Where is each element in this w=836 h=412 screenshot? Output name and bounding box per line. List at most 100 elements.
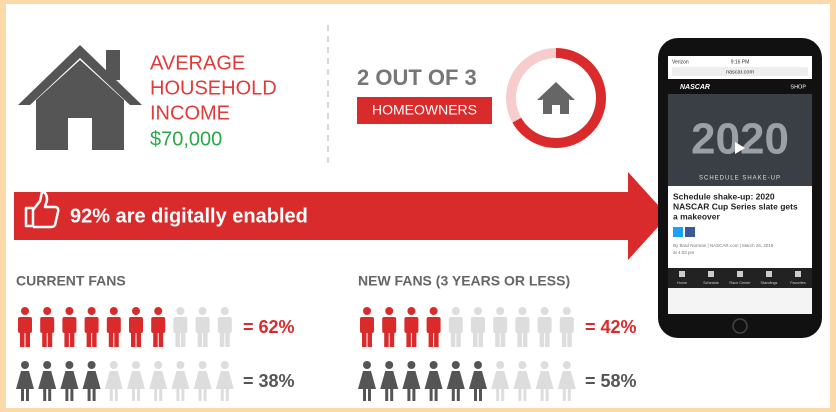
leg bbox=[496, 388, 499, 401]
hero-text: 2020 bbox=[691, 115, 789, 164]
body bbox=[18, 317, 32, 333]
leg bbox=[221, 388, 224, 401]
headline: a makeover bbox=[673, 211, 720, 221]
leg bbox=[568, 388, 571, 401]
browser-toolbar bbox=[668, 288, 812, 314]
income-label: AVERAGE bbox=[150, 52, 245, 74]
leg bbox=[48, 331, 53, 347]
head bbox=[88, 307, 96, 315]
body bbox=[62, 317, 76, 333]
head bbox=[65, 361, 73, 369]
head bbox=[110, 307, 118, 315]
leg bbox=[203, 331, 208, 347]
leg bbox=[26, 388, 29, 401]
body bbox=[151, 317, 165, 333]
leg bbox=[181, 331, 186, 347]
income-label: HOUSEHOLD bbox=[150, 77, 277, 99]
section-title: NEW FANS (3 YEARS OR LESS) bbox=[358, 273, 570, 289]
leg bbox=[545, 331, 550, 347]
leg bbox=[390, 388, 393, 401]
percent-label: = 38% bbox=[243, 371, 295, 391]
nav-label: Schedule bbox=[703, 281, 719, 285]
leg bbox=[115, 388, 118, 401]
leg bbox=[154, 388, 157, 401]
leg bbox=[384, 331, 389, 347]
leg bbox=[501, 388, 504, 401]
leg bbox=[159, 331, 164, 347]
infographic: AVERAGE HOUSEHOLD INCOME $70,000 2 OUT O… bbox=[0, 0, 836, 412]
head bbox=[452, 361, 460, 369]
homeowner-ratio: 2 OUT OF 3 bbox=[357, 65, 477, 90]
percent-label: = 42% bbox=[585, 317, 637, 337]
head bbox=[21, 361, 29, 369]
leg bbox=[452, 388, 455, 401]
leg bbox=[181, 388, 184, 401]
head bbox=[21, 307, 29, 315]
leg bbox=[220, 331, 225, 347]
url: nascar.com bbox=[726, 69, 755, 75]
head bbox=[132, 307, 140, 315]
head bbox=[363, 307, 371, 315]
leg bbox=[518, 388, 521, 401]
head bbox=[176, 361, 184, 369]
leg bbox=[434, 331, 439, 347]
body bbox=[173, 317, 187, 333]
body bbox=[40, 317, 54, 333]
leg bbox=[407, 388, 410, 401]
body bbox=[471, 317, 485, 333]
head bbox=[474, 307, 482, 315]
head bbox=[43, 361, 51, 369]
body bbox=[404, 317, 418, 333]
head bbox=[221, 361, 229, 369]
body bbox=[196, 317, 210, 333]
status-text: Verizon bbox=[672, 59, 689, 65]
leg bbox=[501, 331, 506, 347]
leg bbox=[93, 388, 96, 401]
leg bbox=[132, 388, 135, 401]
facebook-icon bbox=[685, 227, 695, 237]
head bbox=[363, 361, 371, 369]
head bbox=[176, 307, 184, 315]
leg bbox=[562, 331, 567, 347]
leg bbox=[26, 331, 31, 347]
leg bbox=[48, 388, 51, 401]
leg bbox=[435, 388, 438, 401]
twitter-icon bbox=[673, 227, 683, 237]
body bbox=[360, 317, 374, 333]
leg bbox=[70, 331, 75, 347]
body bbox=[107, 317, 121, 333]
nav-icon bbox=[766, 271, 772, 277]
headline: NASCAR Cup Series slate gets bbox=[673, 201, 798, 211]
nav-icon bbox=[708, 271, 714, 277]
leg bbox=[199, 388, 202, 401]
nav-icon bbox=[737, 271, 743, 277]
leg bbox=[198, 331, 203, 347]
head bbox=[407, 361, 415, 369]
leg bbox=[368, 331, 373, 347]
leg bbox=[362, 331, 367, 347]
leg bbox=[368, 388, 371, 401]
head bbox=[452, 307, 460, 315]
leg bbox=[225, 331, 230, 347]
body bbox=[538, 317, 552, 333]
head bbox=[221, 307, 229, 315]
head bbox=[563, 307, 571, 315]
head bbox=[430, 307, 438, 315]
head bbox=[132, 361, 140, 369]
head bbox=[43, 307, 51, 315]
body bbox=[85, 317, 99, 333]
leg bbox=[137, 388, 140, 401]
leg bbox=[204, 388, 207, 401]
leg bbox=[21, 388, 24, 401]
head bbox=[88, 361, 96, 369]
head bbox=[541, 361, 549, 369]
body bbox=[493, 317, 507, 333]
leg bbox=[540, 331, 545, 347]
leg bbox=[517, 331, 522, 347]
leg bbox=[523, 331, 528, 347]
homeowner-label: HOMEOWNERS bbox=[372, 102, 477, 118]
nav-icon bbox=[679, 271, 685, 277]
head bbox=[110, 361, 118, 369]
head bbox=[199, 307, 207, 315]
income-value: $70,000 bbox=[150, 128, 222, 150]
